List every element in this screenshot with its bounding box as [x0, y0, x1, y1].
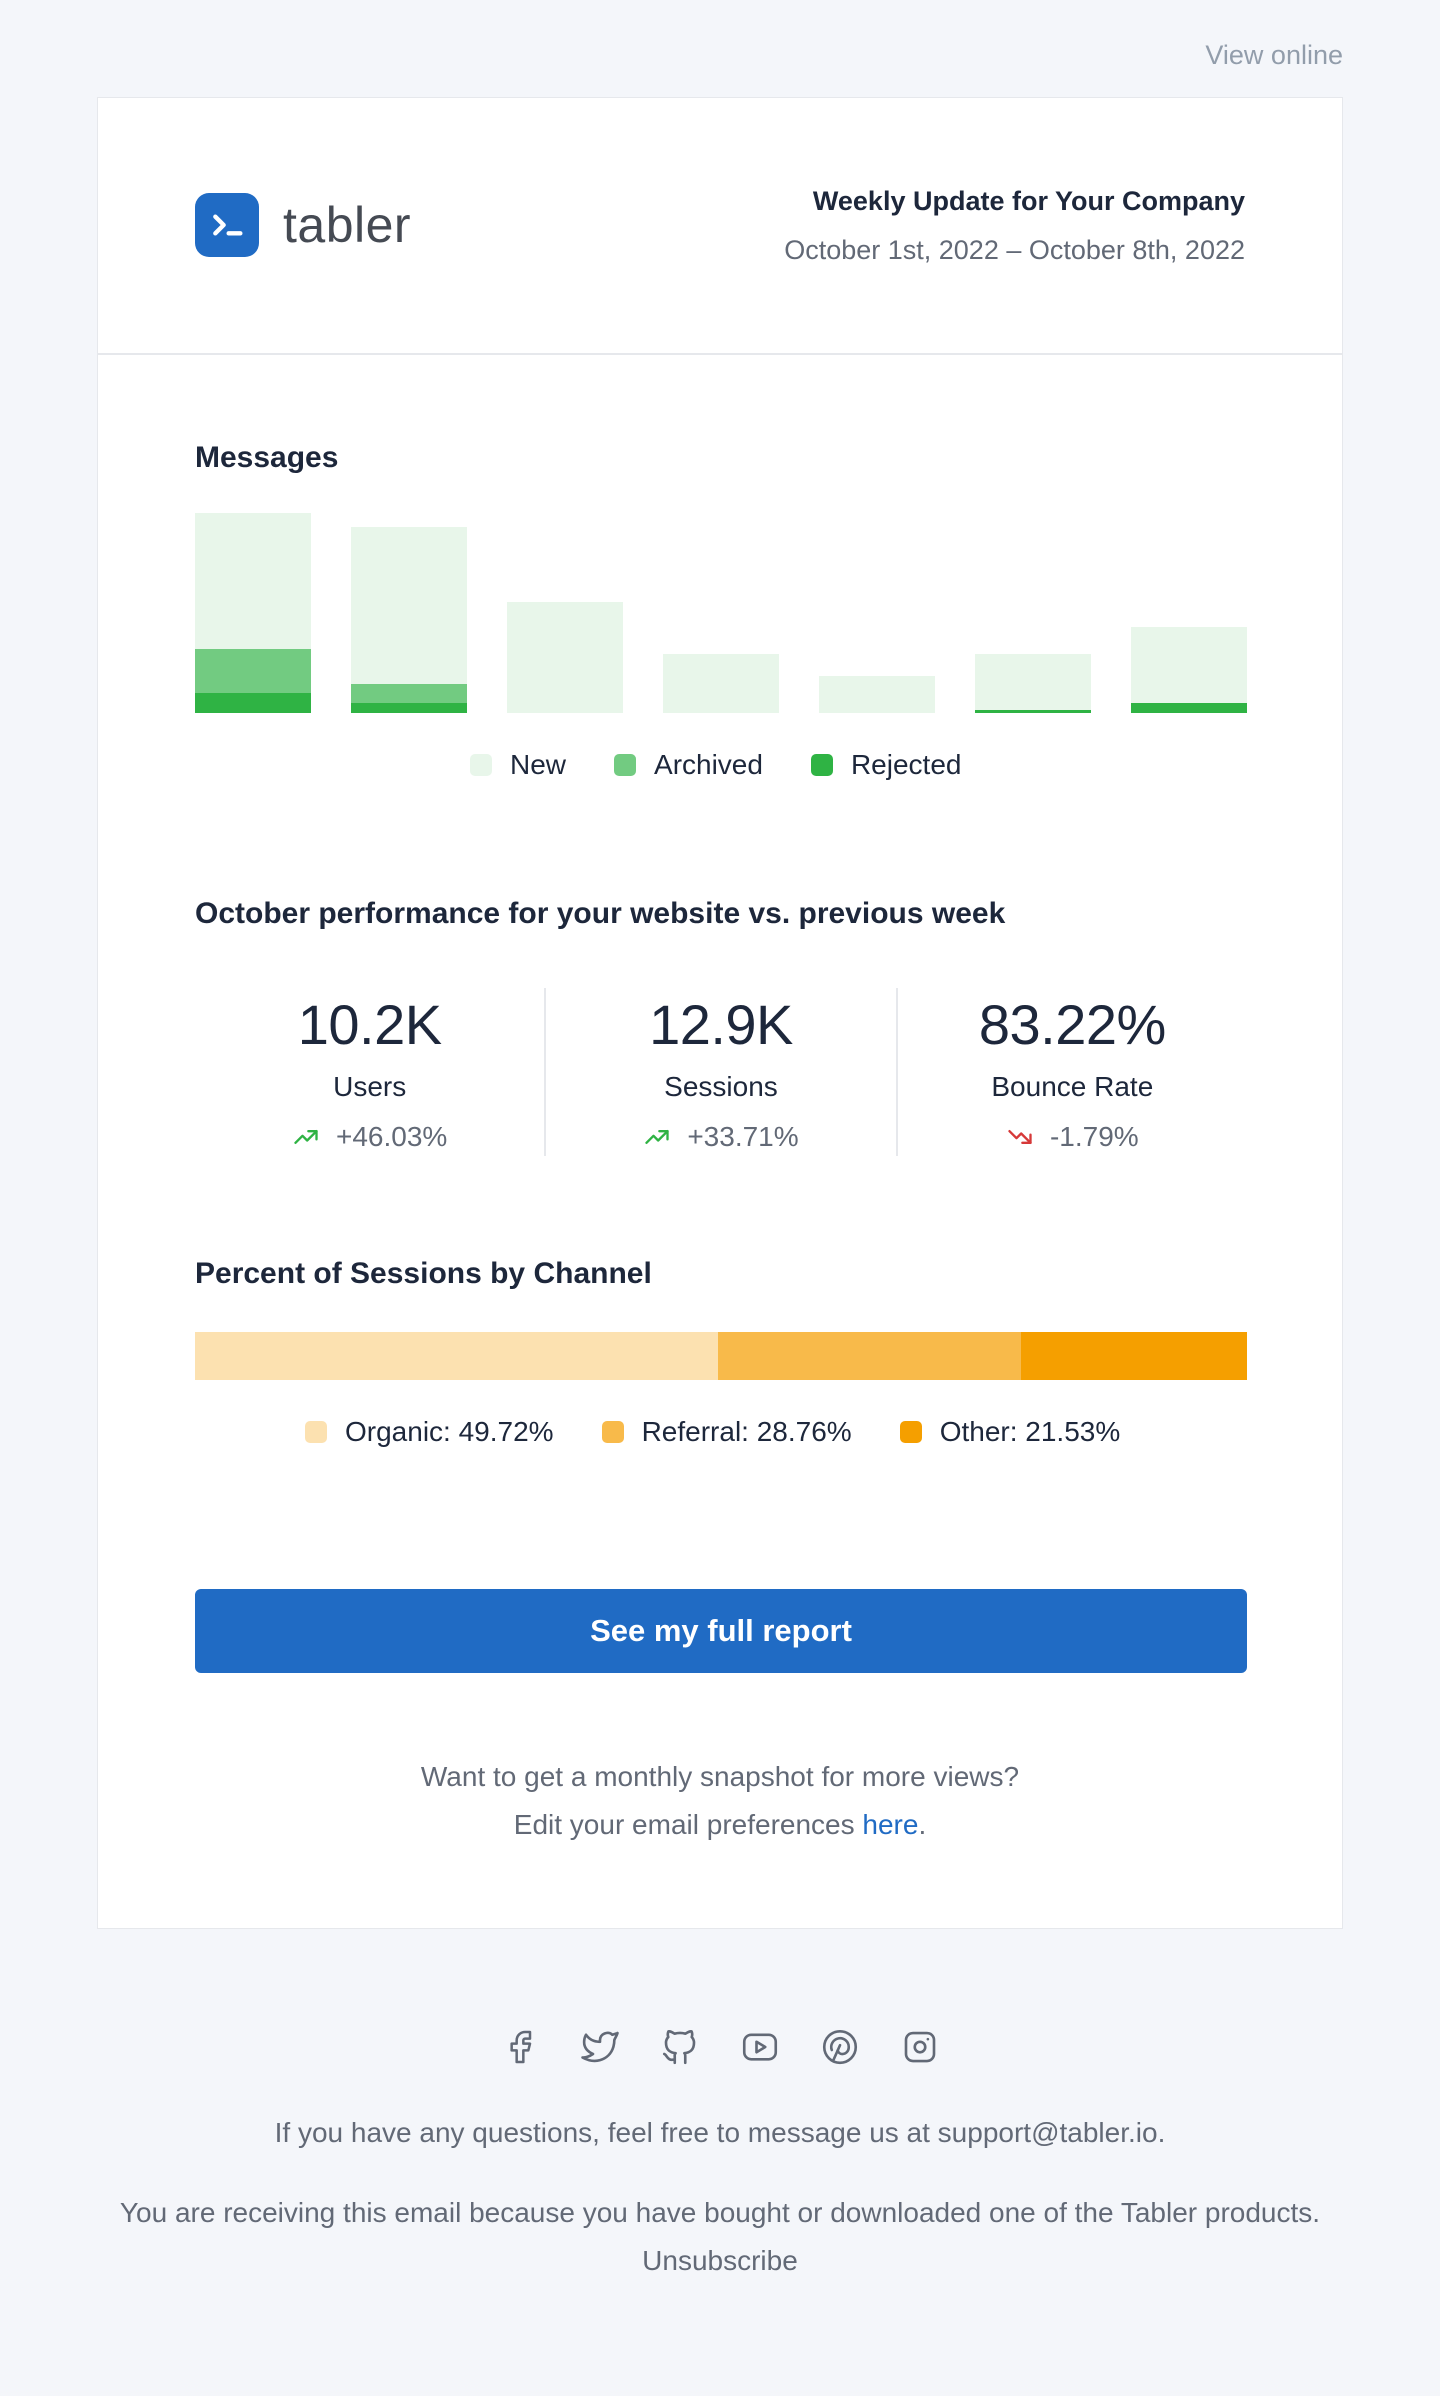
legend-swatch-organic: [305, 1421, 327, 1443]
instagram-icon[interactable]: [898, 2025, 942, 2069]
stat-label: Sessions: [664, 1071, 778, 1102]
legend-item-new: New: [470, 749, 566, 781]
channel-segment-other: [1020, 1332, 1248, 1380]
unsubscribe-link[interactable]: Unsubscribe: [642, 2245, 798, 2276]
brand-logo[interactable]: tabler: [195, 193, 411, 257]
legend-swatch-referral: [601, 1421, 624, 1443]
bar-rejected-2: [351, 703, 467, 713]
stat-users: 10.2K Users +46.03%: [195, 988, 547, 1156]
bar-new-4: [663, 654, 779, 713]
pinterest-icon[interactable]: [818, 2025, 862, 2069]
stat-change: +33.71%: [546, 1121, 895, 1153]
stat-bounce-rate: 83.22% Bounce Rate -1.79%: [898, 988, 1247, 1156]
email-preferences-link[interactable]: here: [862, 1809, 919, 1840]
twitter-icon[interactable]: [578, 2025, 622, 2069]
stat-change: +46.03%: [195, 1121, 544, 1153]
channels-legend: Organic: 49.72% Referral: 28.76% Other: …: [305, 1416, 1120, 1448]
messages-legend: New Archived Rejected: [470, 749, 961, 781]
email-title: Weekly Update for Your Company: [812, 186, 1245, 216]
bar-new-7: [1131, 627, 1247, 703]
bar-rejected-6: [975, 710, 1091, 713]
stat-change-value: -1.79%: [1049, 1121, 1139, 1152]
stat-label: Bounce Rate: [991, 1071, 1154, 1102]
snapshot-note-suffix: .: [918, 1809, 927, 1840]
legend-swatch-other: [899, 1421, 922, 1443]
facebook-icon[interactable]: [498, 2025, 542, 2069]
bar-rejected-7: [1131, 703, 1247, 713]
stat-change-value: +33.71%: [687, 1121, 799, 1152]
full-report-button[interactable]: See my full report: [195, 1589, 1247, 1673]
unsubscribe-row: Unsubscribe: [0, 2245, 1440, 2277]
legend-item-archived: Archived: [614, 749, 763, 781]
bar-archived-2: [351, 684, 467, 703]
legend-swatch-new: [470, 754, 492, 776]
legend-swatch-rejected: [810, 754, 833, 776]
email-card: tabler Weekly Update for Your Company Oc…: [97, 97, 1343, 1929]
email-header: tabler Weekly Update for Your Company Oc…: [98, 98, 1342, 355]
channel-segment-referral: [718, 1332, 1021, 1380]
stat-value: 12.9K: [649, 993, 793, 1056]
trending-up-icon: [645, 1130, 669, 1144]
support-note: If you have any questions, feel free to …: [274, 2117, 1166, 2148]
legend-item-referral: Referral: 28.76%: [601, 1416, 852, 1448]
legend-label: Referral: 28.76%: [641, 1416, 852, 1447]
legend-label: Other: 21.53%: [939, 1416, 1121, 1447]
snapshot-note-prefix: Edit your email preferences: [513, 1809, 863, 1840]
stat-value: 10.2K: [297, 993, 442, 1056]
legend-item-organic: Organic: 49.72%: [305, 1416, 554, 1448]
trending-down-icon: [1008, 1130, 1032, 1144]
brand-name: tabler: [283, 197, 412, 253]
channel-segment-organic: [195, 1332, 719, 1380]
messages-chart: [195, 513, 1247, 713]
bar-new-3: [507, 602, 623, 713]
legend-label: Archived: [654, 749, 763, 780]
date-range: October 1st, 2022 – October 8th, 2022: [784, 235, 1245, 265]
legend-swatch-archived: [614, 754, 637, 776]
bar-new-5: [819, 676, 935, 713]
snapshot-note-line2: Edit your email preferences here.: [98, 1809, 1342, 1841]
legend-item-rejected: Rejected: [810, 749, 962, 781]
bar-archived-1: [195, 649, 311, 693]
legend-item-other: Other: 21.53%: [899, 1416, 1121, 1448]
social-links: [0, 2025, 1440, 2069]
legend-label: New: [510, 749, 567, 780]
legend-label: Rejected: [850, 749, 962, 780]
stat-change-value: +46.03%: [336, 1121, 448, 1152]
bar-new-2: [351, 527, 467, 684]
receiving-note: You are receiving this email because you…: [119, 2197, 1321, 2228]
github-icon[interactable]: [658, 2025, 702, 2069]
legend-label: Organic: 49.72%: [345, 1416, 554, 1447]
stat-sessions: 12.9K Sessions +33.71%: [546, 988, 898, 1156]
performance-stats: 10.2K Users +46.03% 12.9K Sessions +33.7…: [195, 988, 1247, 1156]
stat-value: 83.22%: [978, 993, 1166, 1056]
bar-rejected-1: [195, 693, 311, 713]
tabler-logo-icon: [195, 193, 259, 257]
stat-label: Users: [333, 1071, 407, 1102]
trending-up-icon: [294, 1130, 318, 1144]
view-online-link[interactable]: View online: [1205, 40, 1343, 70]
bar-new-1: [195, 513, 311, 649]
channels-title: Percent of Sessions by Channel: [195, 1257, 652, 1290]
performance-title: October performance for your website vs.…: [195, 897, 1006, 930]
messages-title: Messages: [195, 441, 339, 474]
bar-new-6: [975, 654, 1091, 710]
stat-change: -1.79%: [898, 1121, 1247, 1153]
youtube-icon[interactable]: [738, 2025, 782, 2069]
channel-bar: [195, 1332, 1248, 1380]
snapshot-note-line1: Want to get a monthly snapshot for more …: [420, 1761, 1020, 1792]
